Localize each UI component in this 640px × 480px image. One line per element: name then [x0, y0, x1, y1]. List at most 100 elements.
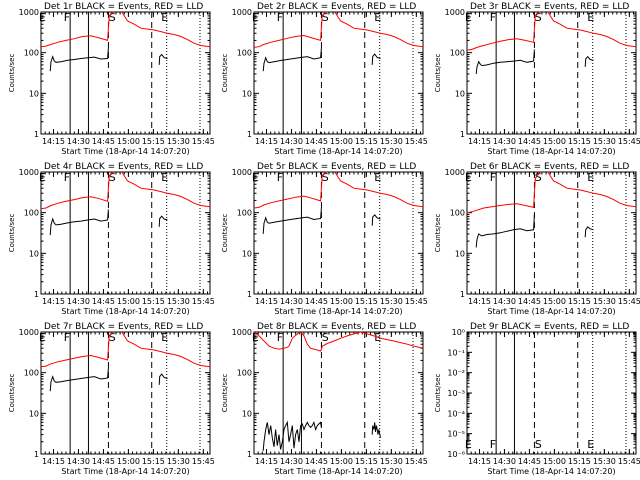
lld-series-line [41, 172, 210, 210]
y-tick-label: 10⁻⁴ [447, 409, 465, 418]
y-tick-label: 1 [247, 290, 252, 299]
x-tick-label: 15:15 [142, 457, 165, 466]
segment-marker-label: F [490, 171, 496, 184]
segment-marker-label: E [465, 171, 472, 184]
x-tick-label: 15:15 [568, 297, 591, 306]
events-series-line [158, 215, 168, 227]
events-series-line [49, 367, 109, 392]
segment-marker-label: S [322, 171, 329, 184]
segment-marker-label: E [587, 11, 594, 24]
events-series-line [584, 226, 594, 238]
plot-frame [40, 11, 211, 135]
x-tick-label: 15:00 [543, 457, 566, 466]
x-tick-label: 15:45 [618, 297, 640, 306]
segment-marker-label: E [374, 171, 381, 184]
events-series-line [262, 207, 322, 234]
segment-marker-label: E [252, 331, 259, 344]
x-axis-label: Start Time (18-Apr-14 14:07:20) [487, 147, 615, 156]
x-tick-label: 14:30 [493, 137, 516, 146]
events-series-line [371, 214, 381, 226]
y-axis-label: Counts/sec [8, 374, 16, 413]
y-axis-label: Counts/sec [8, 214, 16, 253]
segment-marker-label: F [277, 171, 283, 184]
panel-title: Det 5r BLACK = Events, RED = LLD [257, 162, 416, 172]
panel-title: Det 8r BLACK = Events, RED = LLD [257, 322, 416, 332]
segment-marker-label: F [490, 11, 496, 24]
x-tick-label: 15:30 [167, 457, 190, 466]
segment-marker-label: S [109, 171, 116, 184]
x-tick-label: 14:45 [305, 137, 328, 146]
panel-title: Det 3r BLACK = Events, RED = LLD [470, 2, 629, 12]
y-tick-label: 100 [237, 369, 252, 378]
y-axis-label: Counts/sec [221, 54, 229, 93]
x-axis-label: Start Time (18-Apr-14 14:07:20) [61, 307, 189, 316]
panel-title: Det 6r BLACK = Events, RED = LLD [470, 162, 629, 172]
segment-marker-label: E [252, 11, 259, 24]
events-series-line [475, 214, 535, 248]
x-axis-label: Start Time (18-Apr-14 14:07:20) [487, 307, 615, 316]
y-axis-label: Counts/sec [434, 374, 442, 413]
segment-marker-label: E [161, 171, 168, 184]
segment-marker-label: E [587, 171, 594, 184]
series-group [467, 172, 636, 248]
x-tick-label: 14:30 [280, 457, 303, 466]
y-tick-label: 10 [29, 249, 39, 258]
y-tick-label: 10⁻⁵ [447, 430, 465, 439]
y-tick-label: 1 [34, 450, 39, 459]
x-tick-label: 15:45 [405, 297, 428, 306]
y-tick-label: 1 [247, 130, 252, 139]
x-tick-label: 15:00 [117, 457, 140, 466]
y-tick-label: 100 [24, 369, 39, 378]
y-tick-label: 1000 [19, 8, 39, 17]
y-tick-label: 10⁻³ [447, 389, 465, 398]
panel-title: Det 2r BLACK = Events, RED = LLD [257, 2, 416, 12]
x-tick-label: 15:00 [330, 297, 353, 306]
y-tick-label: 100 [24, 209, 39, 218]
x-tick-label: 15:30 [380, 457, 403, 466]
x-tick-label: 15:30 [593, 137, 616, 146]
panel-title: Det 9r BLACK = Events, RED = LLD [470, 322, 629, 332]
x-tick-label: 15:00 [117, 297, 140, 306]
y-tick-label: 1000 [445, 168, 465, 177]
x-tick-label: 15:15 [142, 137, 165, 146]
events-series-line [49, 47, 109, 72]
y-tick-label: 1 [247, 450, 252, 459]
y-tick-label: 1000 [232, 168, 252, 177]
x-tick-label: 14:15 [468, 137, 491, 146]
y-tick-label: 100 [237, 209, 252, 218]
lld-series-line [254, 332, 423, 352]
x-tick-label: 15:45 [405, 137, 428, 146]
series-group [41, 172, 210, 236]
x-tick-label: 15:15 [355, 137, 378, 146]
x-axis-label: Start Time (18-Apr-14 14:07:20) [274, 147, 402, 156]
y-axis-label: Counts/sec [221, 214, 229, 253]
series-group [467, 12, 636, 74]
segment-marker-label: S [322, 331, 329, 344]
x-tick-label: 15:45 [618, 137, 640, 146]
plot-frame [253, 171, 424, 295]
x-tick-label: 14:15 [468, 297, 491, 306]
segment-marker-label: E [465, 11, 472, 24]
x-tick-label: 14:45 [92, 297, 115, 306]
series-group [254, 332, 423, 451]
y-tick-label: 1000 [232, 8, 252, 17]
lld-series-line [254, 12, 423, 48]
y-tick-label: 1 [460, 290, 465, 299]
segment-marker-label: S [535, 438, 542, 451]
x-tick-label: 15:30 [593, 297, 616, 306]
lld-series-line [467, 12, 636, 51]
plot-frame [466, 331, 637, 455]
y-tick-label: 100 [237, 49, 252, 58]
y-tick-label: 1 [34, 290, 39, 299]
x-axis-label: Start Time (18-Apr-14 14:07:20) [274, 307, 402, 316]
x-tick-label: 14:45 [518, 457, 541, 466]
x-tick-label: 14:15 [42, 457, 65, 466]
